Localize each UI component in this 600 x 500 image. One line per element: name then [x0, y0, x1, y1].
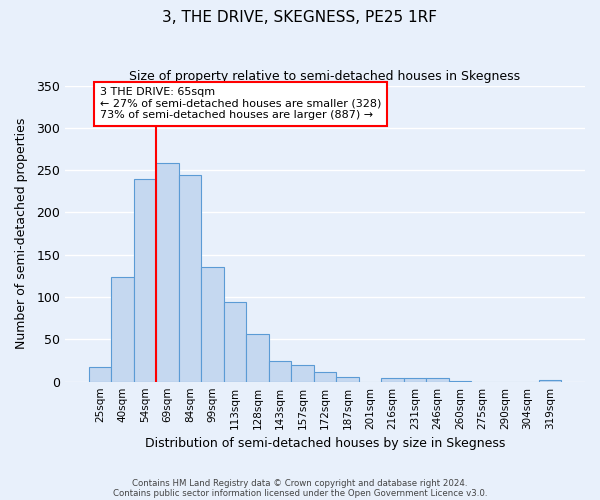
Bar	[156, 162, 179, 382]
Text: 3, THE DRIVE, SKEGNESS, PE25 1RF: 3, THE DRIVE, SKEGNESS, PE25 1RF	[163, 10, 437, 25]
Bar	[404, 378, 427, 382]
Bar	[382, 378, 404, 382]
Bar	[111, 277, 134, 382]
Bar	[269, 360, 291, 382]
Text: Contains HM Land Registry data © Crown copyright and database right 2024.: Contains HM Land Registry data © Crown c…	[132, 478, 468, 488]
Bar	[89, 368, 111, 382]
Title: Size of property relative to semi-detached houses in Skegness: Size of property relative to semi-detach…	[130, 70, 521, 83]
Bar	[336, 378, 359, 382]
Bar	[291, 365, 314, 382]
Text: 3 THE DRIVE: 65sqm
← 27% of semi-detached houses are smaller (328)
73% of semi-d: 3 THE DRIVE: 65sqm ← 27% of semi-detache…	[100, 87, 382, 120]
Bar	[539, 380, 562, 382]
Y-axis label: Number of semi-detached properties: Number of semi-detached properties	[15, 118, 28, 350]
Bar	[134, 180, 156, 382]
Bar	[201, 266, 224, 382]
Bar	[224, 302, 246, 382]
Bar	[427, 378, 449, 382]
Bar	[246, 334, 269, 382]
X-axis label: Distribution of semi-detached houses by size in Skegness: Distribution of semi-detached houses by …	[145, 437, 505, 450]
Bar	[179, 175, 201, 382]
Text: Contains public sector information licensed under the Open Government Licence v3: Contains public sector information licen…	[113, 488, 487, 498]
Bar	[314, 372, 336, 382]
Bar	[449, 381, 472, 382]
